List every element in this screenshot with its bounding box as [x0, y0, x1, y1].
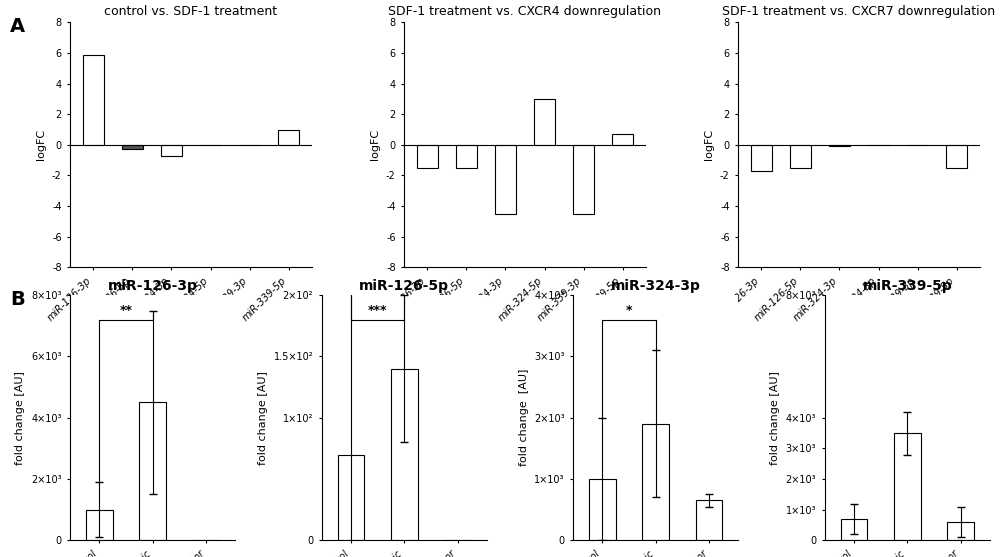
Bar [278, 129, 299, 145]
Bar [417, 145, 438, 168]
Text: ***: *** [368, 304, 387, 317]
Bar [790, 145, 811, 168]
Bar [139, 402, 166, 540]
Bar [122, 145, 143, 149]
Bar [589, 479, 616, 540]
Bar [83, 55, 104, 145]
Bar [696, 500, 722, 540]
Title: miR-324-3p: miR-324-3p [611, 278, 701, 292]
Text: B: B [10, 290, 25, 309]
Bar [947, 522, 974, 540]
Y-axis label: fold change [AU]: fold change [AU] [258, 371, 268, 465]
Title: control vs. SDF-1 treatment: control vs. SDF-1 treatment [104, 6, 278, 18]
Bar [946, 145, 967, 168]
Y-axis label: fold change  [AU]: fold change [AU] [519, 369, 529, 466]
Bar [338, 455, 364, 540]
Bar [573, 145, 594, 214]
Bar [534, 99, 555, 145]
Text: A: A [10, 17, 25, 36]
Bar [894, 433, 921, 540]
Bar [612, 134, 633, 145]
Bar [391, 369, 418, 540]
Bar [751, 145, 772, 171]
Title: miR-126-5p: miR-126-5p [359, 278, 449, 292]
Bar [642, 424, 669, 540]
Title: miR-126-3p: miR-126-3p [108, 278, 198, 292]
Y-axis label: fold change [AU]: fold change [AU] [15, 371, 25, 465]
Text: **: ** [120, 304, 133, 317]
Bar [86, 510, 113, 540]
Bar [161, 145, 182, 155]
Bar [456, 145, 477, 168]
Title: SDF-1 treatment vs. CXCR7 downregulation: SDF-1 treatment vs. CXCR7 downregulation [722, 6, 996, 18]
Y-axis label: fold change [AU]: fold change [AU] [770, 371, 780, 465]
Text: *: * [626, 304, 632, 317]
Title: miR-339-5p: miR-339-5p [862, 278, 952, 292]
Y-axis label: logFC: logFC [36, 129, 46, 160]
Title: SDF-1 treatment vs. CXCR4 downregulation: SDF-1 treatment vs. CXCR4 downregulation [388, 6, 662, 18]
Y-axis label: logFC: logFC [704, 129, 714, 160]
Y-axis label: logFC: logFC [370, 129, 380, 160]
Bar [495, 145, 516, 214]
Bar [841, 519, 867, 540]
